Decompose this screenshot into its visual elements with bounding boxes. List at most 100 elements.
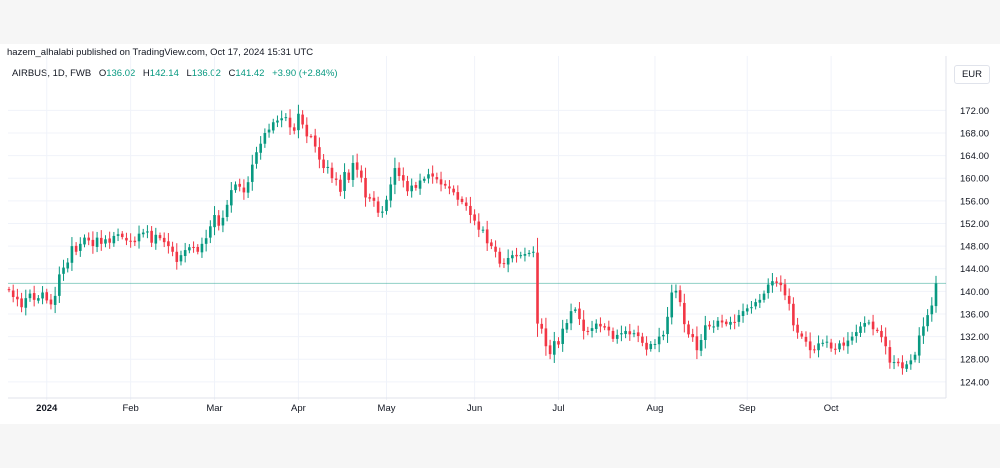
candle-body <box>590 328 594 331</box>
candle-body <box>230 190 233 206</box>
candle-body <box>339 179 342 192</box>
candle-body <box>578 308 581 320</box>
candle-body <box>37 298 40 301</box>
candle-body <box>91 239 95 247</box>
symbol-name[interactable]: AIRBUS, 1D, FWB <box>12 68 92 79</box>
candle-body <box>7 289 11 291</box>
candle-body <box>473 214 476 221</box>
y-tick-label: 132.00 <box>960 332 989 343</box>
candle-body <box>267 129 271 133</box>
candle-body <box>703 325 707 341</box>
candle-body <box>347 172 351 180</box>
candle-body <box>527 252 531 255</box>
candle-body <box>410 185 413 192</box>
candle-body <box>255 152 258 164</box>
y-tick-label: 136.00 <box>960 309 989 320</box>
open-value: 136.02 <box>106 68 136 79</box>
candle-body <box>926 315 929 327</box>
candle-body <box>79 243 82 251</box>
candle-body <box>888 347 892 363</box>
candle-body <box>179 255 183 262</box>
candle-body <box>108 238 111 243</box>
candle-body <box>99 237 103 244</box>
candle-body <box>45 292 49 301</box>
candle-body <box>125 237 128 241</box>
candle-body <box>129 240 132 242</box>
candle-body <box>699 340 703 351</box>
candle-body <box>263 132 267 144</box>
candle-body <box>712 326 715 328</box>
candle-body <box>871 321 875 330</box>
candle-body <box>817 343 820 351</box>
candle-body <box>838 343 841 350</box>
candle-body <box>792 303 795 326</box>
candle-body <box>611 330 615 339</box>
candle-body <box>439 179 443 185</box>
candle-body <box>217 215 221 226</box>
candle-body <box>309 136 313 138</box>
candle-body <box>737 315 741 322</box>
candle-body <box>427 174 430 179</box>
x-tick-label: Jun <box>467 403 482 414</box>
candle-body <box>905 364 908 369</box>
candle-body <box>271 122 275 131</box>
candle-body <box>385 199 388 212</box>
candle-body <box>628 331 632 335</box>
candle-body <box>116 234 120 236</box>
y-tick-label: 152.00 <box>960 219 989 230</box>
candle-body <box>762 293 766 300</box>
candle-body <box>213 215 216 228</box>
candle-body <box>162 237 166 243</box>
candle-body <box>364 177 367 198</box>
candle-body <box>557 341 560 345</box>
candle-body <box>368 197 372 199</box>
candle-body <box>87 237 90 241</box>
candle-body <box>288 117 292 128</box>
candle-body <box>150 230 153 243</box>
candle-body <box>620 333 623 335</box>
candle-body <box>11 290 15 298</box>
chart-card <box>0 44 1000 424</box>
candle-body <box>594 323 598 329</box>
candle-body <box>292 127 296 131</box>
candle-body <box>406 181 409 192</box>
candle-body <box>171 246 174 252</box>
candle-body <box>137 233 141 242</box>
candle-body <box>653 343 657 345</box>
currency-button[interactable]: EUR <box>954 65 990 84</box>
x-tick-label: Feb <box>122 403 138 414</box>
candle-body <box>506 257 510 265</box>
candle-body <box>695 336 699 351</box>
candle-body <box>880 330 883 338</box>
candle-body <box>779 282 783 286</box>
candle-body <box>351 162 355 180</box>
candle-body <box>305 124 309 137</box>
candle-body <box>632 333 636 335</box>
x-tick-label: Sep <box>739 403 756 414</box>
candle-body <box>53 295 57 305</box>
candle-body <box>183 250 187 257</box>
candle-body <box>104 239 107 244</box>
candle-body <box>720 320 724 323</box>
candle-body <box>498 251 502 264</box>
candle-body <box>418 180 422 189</box>
candle-body <box>221 217 225 226</box>
candle-body <box>636 332 640 337</box>
candle-body <box>687 324 690 335</box>
candle-body <box>284 117 288 119</box>
y-tick-label: 172.00 <box>960 106 989 117</box>
candle-body <box>490 242 493 247</box>
candle-body <box>397 167 401 176</box>
candle-body <box>24 298 28 308</box>
candle-body <box>58 274 61 296</box>
candle-body <box>573 309 577 311</box>
candle-body <box>855 332 858 337</box>
y-tick-label: 140.00 <box>960 287 989 298</box>
candle-body <box>448 186 451 189</box>
candle-body <box>141 232 145 235</box>
candle-body <box>909 360 913 365</box>
y-tick-label: 128.00 <box>960 355 989 366</box>
candle-body <box>913 354 917 360</box>
candle-body <box>225 204 229 217</box>
